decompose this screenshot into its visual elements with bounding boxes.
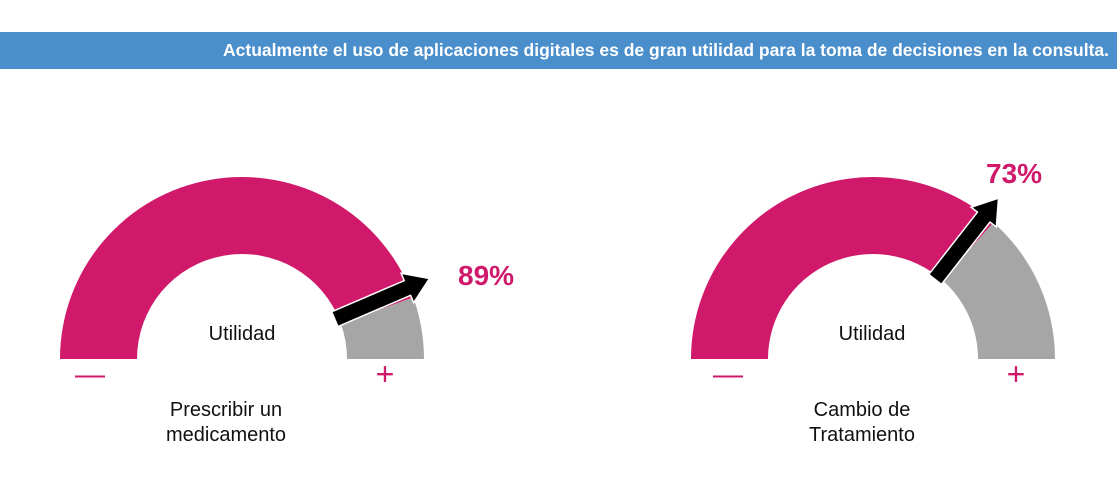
gauge-1-value-label: 89% [458, 260, 515, 291]
gauge-1-max-label: + [375, 356, 395, 392]
gauge-2-remainder-arc [942, 222, 1055, 359]
gauge-2-min-label: — [713, 358, 743, 391]
gauge-2-value-arc [691, 176, 994, 359]
gauge-2-title-line-2: Tratamiento [809, 424, 915, 446]
gauge-2-title-line-1: Cambio de [813, 399, 911, 421]
gauge-1-arrow-icon [330, 272, 431, 328]
gauge-2-max-label: + [1006, 356, 1026, 392]
gauge-2-arrow-icon [927, 197, 1000, 286]
header-banner: Actualmente el uso de aplicaciones digit… [0, 32, 1117, 69]
gauge-1-remainder-arc [340, 297, 424, 359]
gauge-2-center-label: Utilidad [838, 323, 906, 345]
gauge-1-center-label: Utilidad [208, 323, 276, 345]
gauge-1-value-arc [60, 176, 414, 359]
gauge-1-min-label: — [75, 358, 105, 391]
gauge-1-title-line-1: Prescribir un [169, 399, 283, 421]
gauge-2-value-label: 73% [986, 158, 1043, 189]
gauge-1-title-line-2: medicamento [165, 424, 287, 446]
